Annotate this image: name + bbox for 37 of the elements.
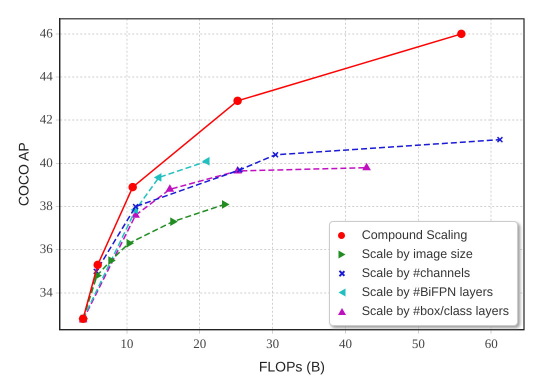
y-axis-title: COCO AP: [15, 142, 32, 206]
point: [108, 256, 116, 264]
legend-label: Compound Scaling: [362, 227, 468, 244]
legend-label: Scale by #channels: [362, 265, 470, 282]
y-tick-label: 44: [40, 68, 54, 84]
point: [132, 203, 139, 210]
x-axis-title: FLOPs (B): [258, 358, 325, 374]
x-tick-label: 60: [484, 336, 498, 351]
point: [128, 182, 137, 192]
point: [362, 163, 370, 170]
point: [236, 166, 244, 174]
y-tick-label: 40: [40, 154, 53, 170]
point: [166, 185, 174, 192]
point: [272, 152, 279, 158]
y-tick-label: 38: [40, 198, 53, 213]
point: [496, 136, 504, 143]
x-tick-label: 40: [338, 336, 352, 351]
point: [233, 96, 242, 106]
point: [457, 30, 466, 38]
x-tick-label: 30: [266, 336, 280, 351]
point: [222, 200, 229, 208]
point: [93, 260, 102, 270]
legend-label: Scale by #BiFPN layers: [362, 284, 494, 301]
legend-label: Scale by #box/class layers: [362, 303, 509, 320]
legend-label: Scale by image size: [362, 246, 473, 263]
point: [170, 218, 178, 226]
point: [202, 157, 210, 166]
y-tick-label: 46: [40, 25, 54, 40]
y-tick-label: 42: [40, 112, 53, 127]
point: [126, 239, 134, 248]
x-tick-label: 50: [412, 336, 425, 351]
x-tick-label: 10: [120, 336, 134, 351]
y-tick-label: 36: [40, 241, 54, 256]
x-tick-label: 20: [193, 336, 206, 351]
point: [154, 174, 162, 182]
y-tick-label: 34: [40, 284, 54, 300]
point: [93, 268, 100, 275]
